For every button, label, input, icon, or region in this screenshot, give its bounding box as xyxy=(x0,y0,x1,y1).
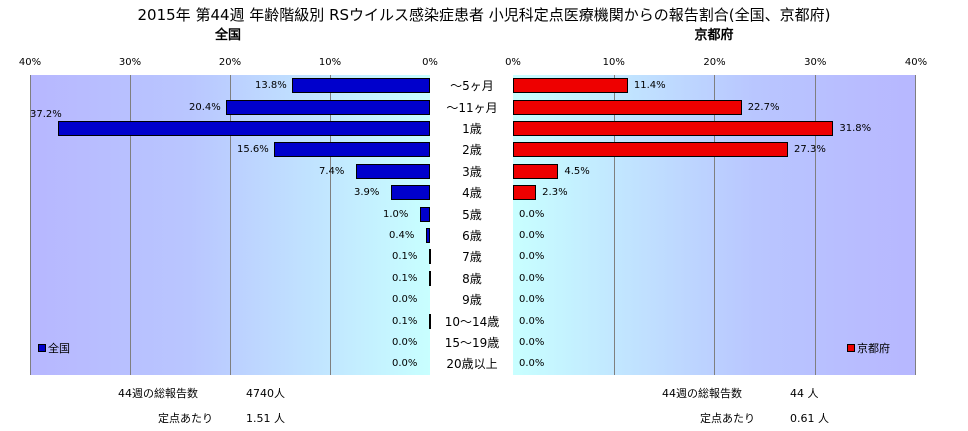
bar-national xyxy=(356,163,430,179)
tick-label-national: 20% xyxy=(218,57,242,68)
bar-national xyxy=(429,270,431,286)
category-label: 7歳 xyxy=(462,250,482,265)
data-label-national: 0.1% xyxy=(392,272,418,284)
data-label-kyoto: 0.0% xyxy=(519,272,545,284)
data-label-national: 0.0% xyxy=(392,337,418,348)
data-label-national: 0.1% xyxy=(392,315,418,327)
footer-kyoto-total-value: 44 人 xyxy=(790,387,819,400)
data-label-national: 3.9% xyxy=(354,187,380,199)
bar-kyoto xyxy=(513,78,628,94)
category-label: 15～19歳 xyxy=(444,336,500,350)
bar-national xyxy=(274,142,430,158)
tick-label-kyoto: 20% xyxy=(703,57,726,68)
data-label-national: 0.1% xyxy=(392,251,418,263)
bar-national xyxy=(58,121,430,136)
footer-national-per-value: 1.51 人 xyxy=(246,412,285,425)
category-label: 3歳 xyxy=(462,164,482,179)
category-label: ～11ヶ月 xyxy=(446,100,498,115)
tick-label-kyoto: 30% xyxy=(804,57,827,68)
data-label-national: 37.2% xyxy=(30,109,62,120)
tick-label-national: 10% xyxy=(318,57,342,68)
category-label: 9歳 xyxy=(462,293,482,308)
legend-swatch-kyoto xyxy=(847,344,855,352)
category-label: 5歳 xyxy=(462,207,482,222)
tick-label-national: 40% xyxy=(18,57,42,68)
category-label: 4歳 xyxy=(462,186,482,201)
chart-title: 2015年 第44週 年齢階級別 RSウイルス感染症患者 小児科定点医療機関から… xyxy=(137,6,831,24)
panel-title-national: 全国 xyxy=(214,28,241,43)
data-label-kyoto: 0.0% xyxy=(519,294,545,306)
plot-area-national: 全国 xyxy=(30,75,430,375)
category-label: 8歳 xyxy=(462,271,482,286)
bar-kyoto xyxy=(513,163,559,179)
data-label-kyoto: 0.0% xyxy=(519,208,545,220)
footer-kyoto-total-label: 44週の総報告数 xyxy=(662,387,742,400)
legend-swatch-national xyxy=(38,344,46,352)
bar-national xyxy=(391,185,430,201)
category-label: 10～14歳 xyxy=(444,314,500,329)
category-label: ～5ヶ月 xyxy=(450,79,494,94)
tick-label-kyoto: 40% xyxy=(904,57,928,68)
bar-national xyxy=(429,313,431,329)
tick-label-kyoto: 0% xyxy=(505,57,521,68)
bar-national xyxy=(226,99,430,115)
data-label-kyoto: 4.5% xyxy=(564,165,590,177)
legend-national: 全国 xyxy=(38,340,70,356)
category-label: 2歳 xyxy=(462,143,482,158)
category-label: 20歳以上 xyxy=(446,357,498,372)
footer-national-total-label: 44週の総報告数 xyxy=(118,387,198,400)
legend-label-kyoto: 京都府 xyxy=(857,342,890,355)
bar-national xyxy=(426,228,430,243)
bar-national xyxy=(429,249,431,265)
data-label-kyoto: 0.0% xyxy=(519,230,545,241)
data-label-national: 15.6% xyxy=(237,144,269,156)
footer-kyoto-per-value: 0.61 人 xyxy=(790,412,829,425)
footer-national-total-value: 4740人 xyxy=(246,387,285,400)
data-label-kyoto: 0.0% xyxy=(519,358,545,370)
data-label-national: 0.0% xyxy=(392,294,418,306)
bar-kyoto xyxy=(513,121,834,136)
data-label-national: 13.8% xyxy=(255,80,287,92)
tick-label-kyoto: 10% xyxy=(602,57,625,68)
legend-label-national: 全国 xyxy=(48,342,70,355)
category-label: 1歳 xyxy=(462,122,482,136)
footer-kyoto-per-label: 定点あたり xyxy=(700,412,755,425)
data-label-national: 7.4% xyxy=(319,165,345,177)
data-label-kyoto: 27.3% xyxy=(794,144,826,156)
data-label-national: 0.4% xyxy=(389,230,415,241)
data-label-kyoto: 11.4% xyxy=(633,80,666,92)
panel-title-kyoto: 京都府 xyxy=(694,28,734,43)
tick-label-national: 0% xyxy=(422,57,438,68)
category-label: 6歳 xyxy=(462,229,482,243)
data-label-kyoto: 31.8% xyxy=(839,123,872,134)
bar-kyoto xyxy=(513,99,742,115)
plot-area-kyoto: 京都府 xyxy=(513,75,916,375)
data-label-kyoto: 0.0% xyxy=(519,337,545,348)
tick-label-national: 30% xyxy=(118,57,142,68)
bar-national xyxy=(420,206,430,222)
bar-kyoto xyxy=(513,185,537,201)
data-label-kyoto: 0.0% xyxy=(519,315,545,327)
data-label-national: 0.0% xyxy=(392,358,418,370)
data-label-national: 20.4% xyxy=(189,101,221,113)
footer-national-per-label: 定点あたり xyxy=(158,412,213,425)
data-label-kyoto: 0.0% xyxy=(519,251,545,263)
data-label-national: 1.0% xyxy=(383,208,409,220)
data-label-kyoto: 2.3% xyxy=(542,187,568,199)
legend-kyoto: 京都府 xyxy=(847,340,890,356)
data-label-kyoto: 22.7% xyxy=(747,101,780,113)
bar-national xyxy=(292,78,430,94)
bar-kyoto xyxy=(513,142,789,158)
